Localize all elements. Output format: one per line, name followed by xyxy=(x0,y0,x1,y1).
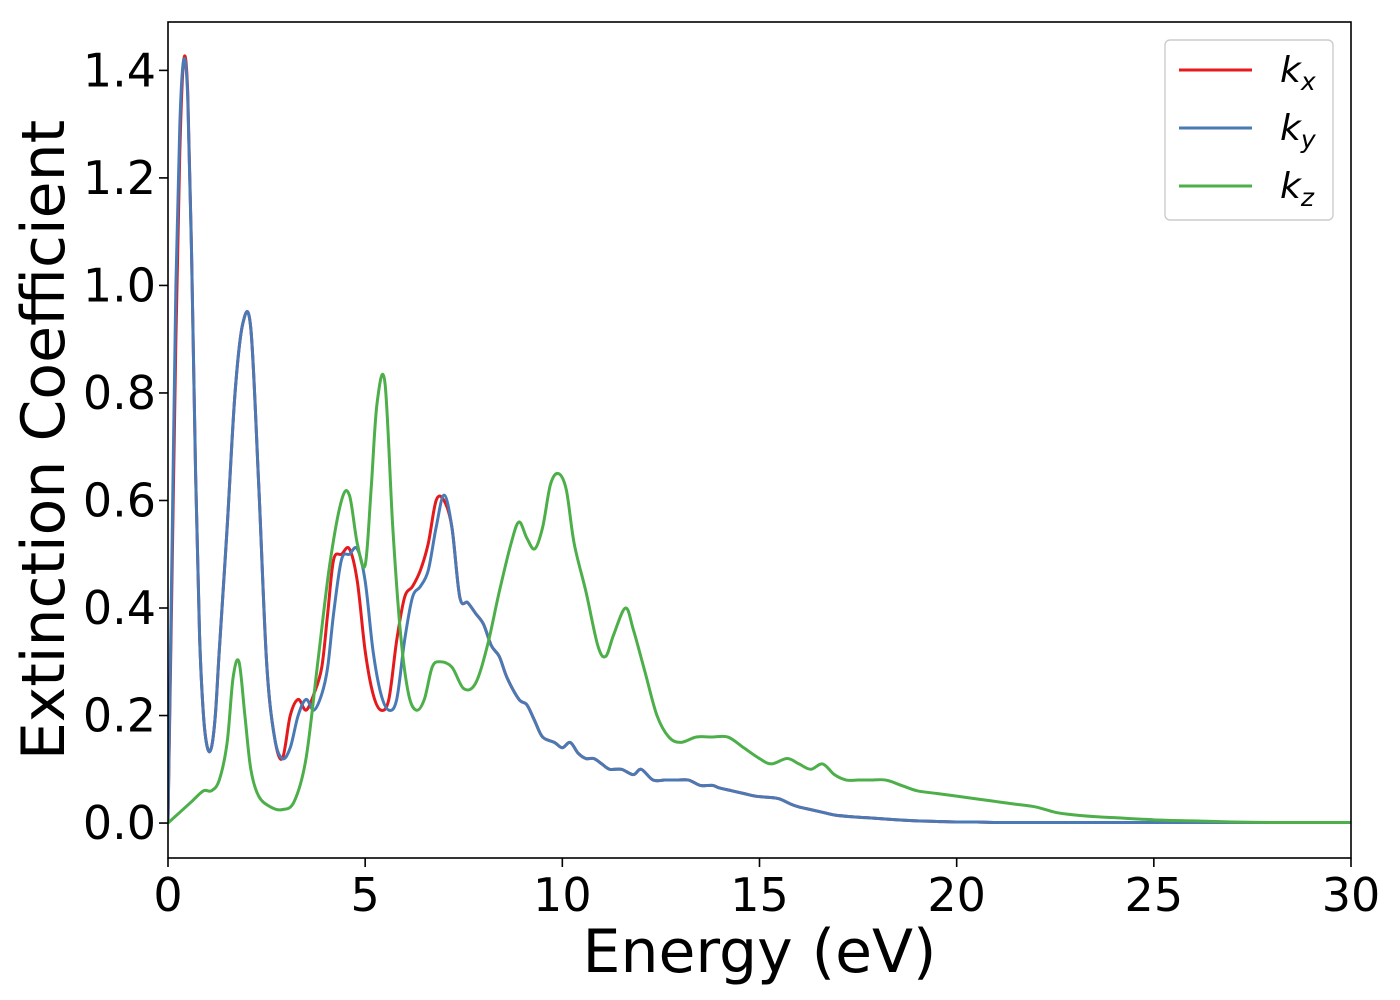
x-tick-label: 30 xyxy=(1322,868,1381,922)
y-tick-label: 0.6 xyxy=(83,473,156,527)
legend-box xyxy=(1164,39,1334,221)
y-tick-label: 1.4 xyxy=(83,43,156,97)
y-axis-ticks: 0.0 0.2 0.4 0.6 0.8 1.0 1.2 1.4 xyxy=(83,43,168,850)
plot-lines xyxy=(168,54,1351,825)
legend-label-y: ky xyxy=(1280,108,1317,154)
y-tick-label: 1.0 xyxy=(83,258,156,312)
x-axis-ticks: 0 5 10 15 20 25 30 xyxy=(153,858,1380,922)
x-tick-label: 10 xyxy=(533,868,592,922)
y-axis-title: Extinction Coefficient xyxy=(9,120,79,760)
legend-label-z: kz xyxy=(1280,166,1315,212)
x-tick-label: 20 xyxy=(927,868,986,922)
series-line-z xyxy=(168,372,1351,825)
x-tick-label: 5 xyxy=(351,868,380,922)
y-tick-label: 1.2 xyxy=(83,151,156,205)
legend-label-x: kx xyxy=(1280,50,1316,96)
x-axis-title: Energy (eV) xyxy=(583,917,937,987)
legend: kx ky kz xyxy=(1164,39,1334,221)
x-tick-label: 25 xyxy=(1125,868,1184,922)
y-tick-label: 0.0 xyxy=(83,796,156,850)
y-tick-label: 0.4 xyxy=(83,581,156,635)
y-tick-label: 0.8 xyxy=(83,366,156,420)
x-tick-label: 0 xyxy=(153,868,182,922)
y-tick-label: 0.2 xyxy=(83,689,156,743)
x-tick-label: 15 xyxy=(730,868,789,922)
